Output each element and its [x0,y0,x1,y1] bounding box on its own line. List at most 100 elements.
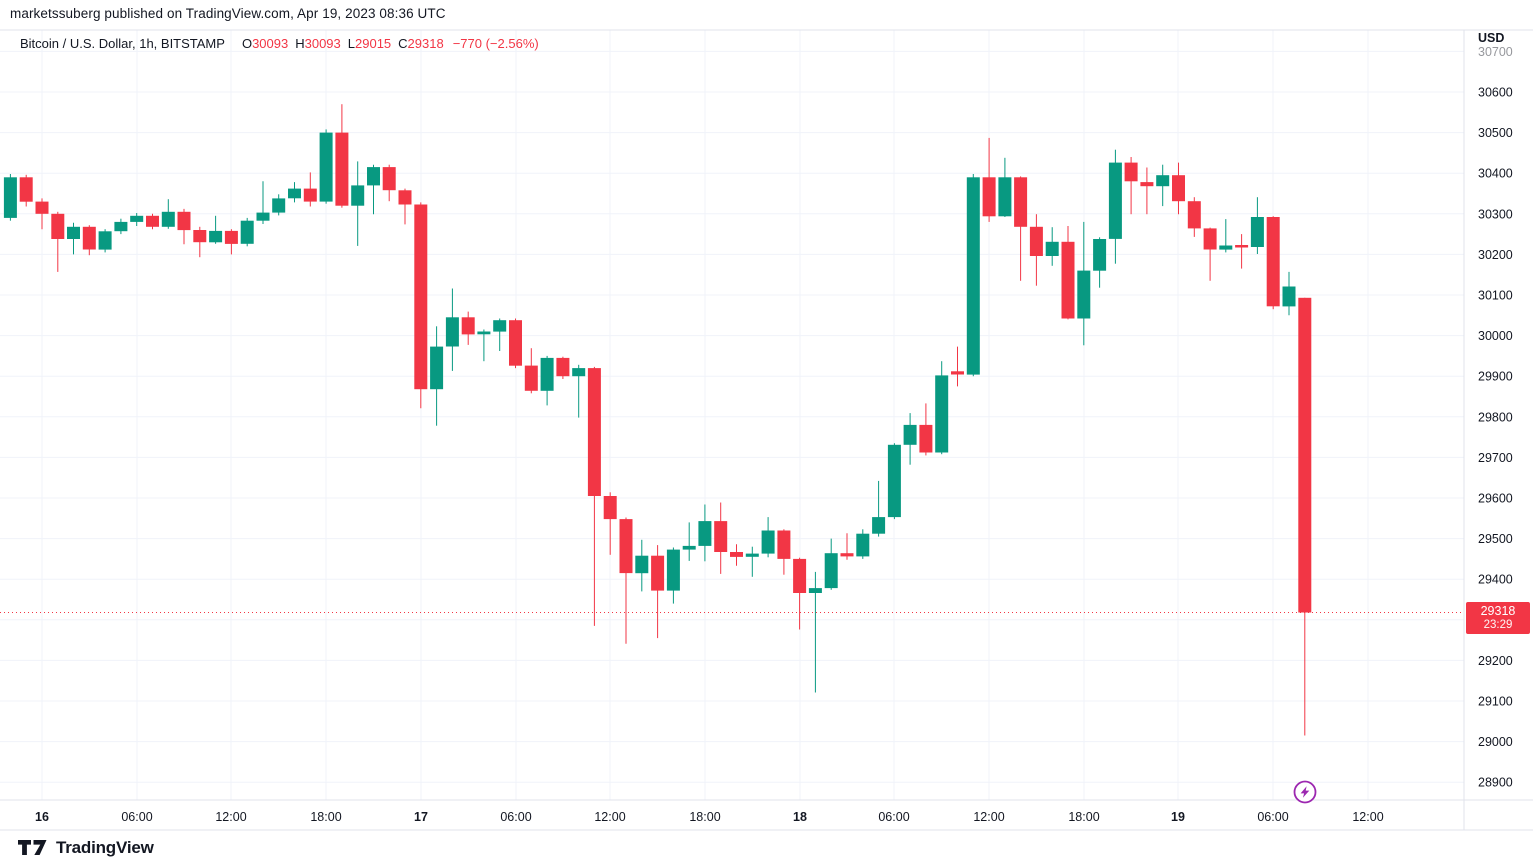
price-tick-label: 30600 [1478,86,1513,100]
open-key: O [241,36,253,51]
candle-body [587,368,601,496]
candle-body [966,177,980,375]
candle-body [556,357,570,377]
candle-body [114,221,128,232]
candle-body [240,220,254,244]
candle-body [1124,162,1138,182]
candle-body [209,230,223,243]
candle-body [1172,175,1185,202]
price-tick-label: 30300 [1478,207,1513,221]
candle-body [935,375,949,453]
candle-body [445,317,459,347]
candle-body [1266,217,1280,307]
price-tick-label: 29800 [1478,410,1513,424]
candle-body [256,212,270,221]
candle-body [714,521,728,552]
tradingview-logo-icon [18,840,47,855]
symbol-title: Bitcoin / U.S. Dollar, 1h, BITSTAMP [20,36,225,51]
open-value: 30093 [252,36,289,51]
price-tick-label: 29000 [1478,735,1513,749]
price-tick-label: 29500 [1478,532,1513,546]
candle-body [177,211,191,231]
candle-body [224,230,238,244]
price-tick-label: 29900 [1478,370,1513,384]
candle-body [1140,182,1154,187]
low-key: L [347,36,355,51]
price-tick-label: 30200 [1478,248,1513,262]
candle-body [651,555,665,591]
high-value: 30093 [304,36,341,51]
tradingview-branding[interactable]: TradingView [18,838,154,858]
chart-legend[interactable]: Bitcoin / U.S. Dollar, 1h, BITSTAMP O3009… [20,36,539,51]
candle-body [82,226,96,250]
candle-body [682,545,696,550]
candle-body [1156,175,1170,187]
candle-body [524,365,538,391]
time-tick-label: 18 [793,810,807,824]
candle-body [3,177,17,218]
candle-body [493,320,507,332]
candle-body [1093,239,1107,271]
candle-body [730,552,743,557]
candle-body [51,213,65,239]
candle-body [35,201,49,214]
candle-body [1061,241,1075,319]
candle-body [1014,177,1028,227]
candle-body [793,558,807,593]
candle-body [130,215,144,222]
time-tick-label: 18:00 [1068,810,1099,824]
time-tick-label: 19 [1171,810,1185,824]
change-value: −770 (−2.56%) [452,36,539,51]
time-tick-label: 16 [35,810,49,824]
time-tick-label: 06:00 [500,810,531,824]
candle-body [1029,226,1043,256]
candle-body [319,132,333,202]
last-price-tag: 29318 23:29 [1466,602,1530,634]
candle-body [382,167,396,191]
candle-body [193,230,207,243]
candle-body [887,444,901,518]
tradingview-wordmark: TradingView [56,838,154,857]
candle-body [998,177,1012,217]
candle-body [572,368,586,377]
candle-countdown: 23:29 [1483,619,1513,631]
low-value: 29015 [355,36,392,51]
candle-body [982,177,996,217]
candle-body [824,553,838,589]
close-key: C [398,36,408,51]
publisher-line: marketssuberg published on TradingView.c… [10,6,446,21]
time-tick-label: 12:00 [973,810,1004,824]
candle-body [1108,162,1122,239]
candle-body [272,198,286,213]
price-tick-label: 29100 [1478,695,1513,709]
candle-body [951,371,964,375]
candle-body [430,346,444,390]
price-tick-label: 28900 [1478,776,1513,790]
candle-body [840,553,854,557]
candle-body [903,424,917,445]
candle-body [761,530,775,554]
time-tick-label: 17 [414,810,428,824]
candle-body [19,177,33,202]
candle-body [1077,270,1091,319]
last-price-value: 29318 [1480,604,1516,618]
candle-body [477,331,491,335]
flash-event-marker-icon[interactable] [1291,778,1319,806]
candle-body [146,215,159,227]
candle-body [288,188,301,199]
candle-body [398,190,412,205]
candle-body [1203,228,1217,250]
price-tick-label: 30700 [1478,45,1513,59]
candle-body [98,231,112,250]
candle-body [303,188,317,202]
candle-body [856,533,870,557]
candle-body [872,517,886,534]
candle-body [619,519,633,574]
candle-body [1219,245,1233,250]
candle-body [161,211,175,227]
time-tick-label: 18:00 [310,810,341,824]
price-tick-label: 30100 [1478,289,1513,303]
candle-body [745,553,759,557]
